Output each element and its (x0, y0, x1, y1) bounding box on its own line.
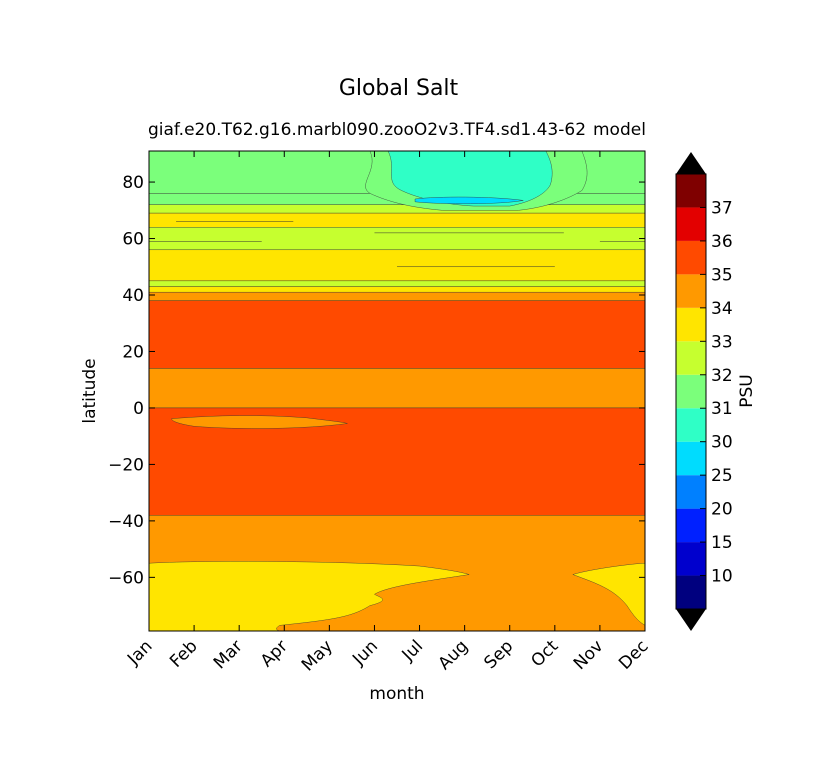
chart-subtitle-right: model (593, 120, 646, 140)
y-tick-label: −20 (108, 455, 144, 475)
y-tick-label: 80 (122, 173, 144, 193)
x-tick-label: Aug (435, 636, 473, 674)
arctic-fresh-core (387, 151, 553, 207)
y-tick-label: −40 (108, 512, 144, 532)
x-tick-label: Jul (398, 636, 427, 665)
x-tick-label: Mar (210, 636, 247, 673)
colorbar-segment (676, 575, 706, 609)
southern-low-salinity-dec (572, 563, 645, 626)
colorbar-segment (676, 240, 706, 275)
colorbar-segment (676, 174, 706, 208)
colorbar: 10 15 20 25 30 31 32 33 34 35 36 37 (675, 152, 733, 631)
x-tick-label: Nov (570, 636, 608, 674)
plot-frame (148, 150, 646, 632)
colorbar-segment (676, 441, 706, 476)
chart-title: Global Salt (338, 76, 459, 101)
colorbar-tick-label: 20 (711, 500, 733, 520)
y-tick-label: 0 (133, 399, 144, 419)
colorbar-segment (676, 508, 706, 543)
x-axis-label: month (369, 684, 424, 704)
x-tick-label: Jun (348, 636, 382, 670)
contour-field (149, 151, 645, 631)
x-tick-label: Dec (615, 636, 652, 673)
contour-band (149, 300, 645, 369)
y-tick-label: 40 (122, 286, 144, 306)
colorbar-segment (676, 307, 706, 342)
arctic-minimum (414, 196, 524, 204)
chart-subtitle: giaf.e20.T62.g16.marbl090.zooO2v3.TF4.sd… (148, 120, 587, 140)
colorbar-tick-label: 25 (711, 466, 733, 486)
colorbar-tick-label: 31 (711, 399, 733, 419)
colorbar-tick-label: 35 (711, 265, 733, 285)
southern-low-salinity (149, 561, 470, 631)
y-axis-label: latitude (80, 358, 100, 423)
colorbar-tick-label: 10 (711, 567, 733, 587)
contour-band (149, 249, 645, 282)
x-tick-label: Sep (480, 636, 517, 673)
x-tick-label: Jan (123, 636, 156, 669)
colorbar-segment (676, 475, 706, 509)
colorbar-tick-label: 33 (711, 332, 733, 352)
colorbar-tick-label: 30 (711, 433, 733, 453)
colorbar-label: PSU (737, 374, 757, 408)
colorbar-over-arrow (676, 152, 706, 174)
contour-band (149, 212, 645, 228)
colorbar-tick-label: 37 (711, 198, 733, 218)
colorbar-segment (676, 374, 706, 409)
colorbar-segment (676, 207, 706, 241)
contour-band (149, 368, 645, 409)
colorbar-segment (676, 341, 706, 375)
x-tick-label: May (298, 636, 337, 675)
contour-band (149, 291, 645, 301)
colorbar-under-arrow (676, 609, 706, 631)
x-tick-label: Apr (257, 636, 292, 671)
y-tick-label: −60 (108, 568, 144, 588)
colorbar-segment (676, 542, 706, 576)
contour-band (149, 204, 645, 214)
colorbar-frame (675, 173, 707, 610)
colorbar-tick-label: 32 (711, 366, 733, 386)
x-tick-label: Feb (166, 636, 201, 671)
colorbar-segment (676, 408, 706, 442)
contour-band (149, 280, 645, 287)
colorbar-tick-label: 36 (711, 232, 733, 252)
colorbar-tick-label: 15 (711, 533, 733, 553)
colorbar-segment (676, 274, 706, 308)
contour-band (149, 227, 645, 251)
y-tick-label: 20 (122, 342, 144, 362)
equatorial-tongue (171, 415, 348, 429)
contour-band (149, 286, 645, 293)
colorbar-tick-label: 34 (711, 299, 733, 319)
x-tick-label: Oct (527, 636, 562, 671)
y-tick-label: 60 (122, 230, 144, 250)
